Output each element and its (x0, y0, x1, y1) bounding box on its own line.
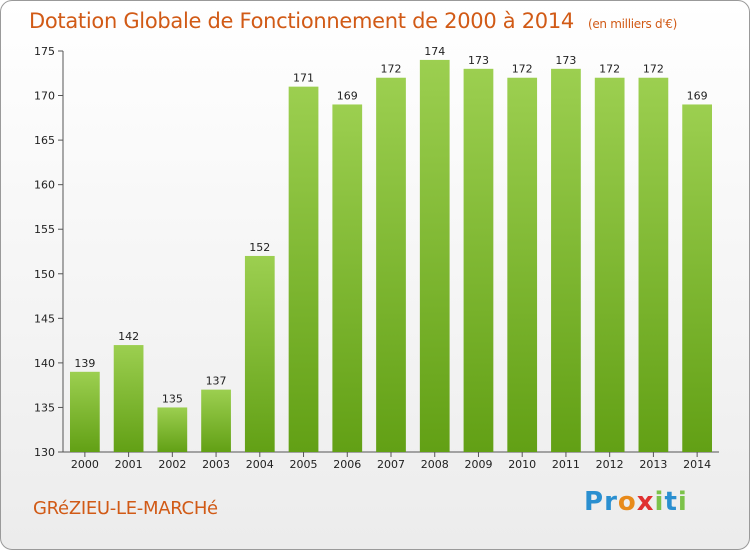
y-tick-label: 160 (34, 179, 55, 192)
x-tick-label: 2001 (115, 458, 143, 471)
bar (638, 77, 669, 452)
bar (69, 371, 100, 452)
x-tick-label: 2008 (421, 458, 449, 471)
logo-letter: r (604, 487, 618, 517)
y-tick-label: 155 (34, 223, 55, 236)
commune-name: GRéZIEU-LE-MARCHé (33, 498, 218, 519)
logo-letter: x (636, 487, 655, 517)
bar-value-label: 169 (337, 89, 358, 102)
x-tick-label: 2003 (202, 458, 230, 471)
x-tick-label: 2011 (552, 458, 580, 471)
bar (244, 255, 275, 452)
x-tick-label: 2006 (333, 458, 361, 471)
y-tick-label: 165 (34, 134, 55, 147)
unit-label: (en milliers d'€) (587, 17, 677, 31)
bar (682, 104, 713, 452)
chart-title: Dotation Globale de Fonctionnement de 20… (29, 9, 677, 33)
x-tick-label: 2004 (246, 458, 274, 471)
bar (157, 407, 188, 452)
bar-value-label: 135 (162, 392, 183, 405)
x-tick-label: 2013 (639, 458, 667, 471)
y-tick-label: 145 (34, 312, 55, 325)
bar-value-label: 169 (687, 89, 708, 102)
axes: 130 135 140 145 150 155 160 165 170 175 2000 2001 20… (34, 45, 719, 471)
bar-value-label: 173 (555, 54, 576, 67)
bar-value-label: 172 (512, 63, 533, 76)
bar-value-label: 171 (293, 72, 314, 85)
x-tick-label: 2000 (71, 458, 99, 471)
logo-letter: o (617, 487, 637, 517)
bar-value-label: 172 (599, 63, 620, 76)
bar (594, 77, 625, 452)
bar-value-label: 139 (74, 357, 95, 370)
x-tick-label: 2005 (290, 458, 318, 471)
bar-value-label: 172 (381, 63, 402, 76)
bar-value-label: 142 (118, 330, 139, 343)
bar-value-label: 137 (206, 375, 227, 388)
bar (332, 104, 363, 452)
bar-value-label: 174 (424, 45, 445, 58)
bar (551, 68, 581, 453)
bar (288, 86, 319, 453)
x-tick-label: 2010 (508, 458, 536, 471)
y-tick-label: 130 (34, 446, 55, 459)
x-tick-label: 2014 (683, 458, 711, 471)
bar (507, 77, 538, 452)
bar-value-label: 173 (468, 54, 489, 67)
proxiti-logo: Proxiti (584, 487, 688, 517)
y-tick-label: 150 (34, 268, 55, 281)
bar (419, 59, 450, 453)
x-tick-label: 2009 (464, 458, 492, 471)
y-tick-label: 170 (34, 90, 55, 103)
bars: 139 142 135 137 152 171 169 172 174 173 172 173 172 1… (69, 45, 713, 453)
bar-value-label: 152 (249, 241, 270, 254)
logo-letter: t (664, 487, 678, 517)
x-tick-label: 2002 (158, 458, 186, 471)
bar (201, 389, 231, 452)
bar-value-label: 172 (643, 63, 664, 76)
y-tick-label: 175 (34, 45, 55, 58)
y-tick-label: 135 (34, 401, 55, 414)
bar (463, 68, 494, 453)
bar (376, 77, 406, 452)
logo-letter: i (677, 487, 688, 517)
logo-letter: i (654, 487, 665, 517)
logo-letter: P (584, 487, 605, 517)
x-tick-label: 2012 (596, 458, 624, 471)
bar (113, 345, 144, 452)
y-tick-label: 140 (34, 357, 55, 370)
x-tick-label: 2007 (377, 458, 405, 471)
